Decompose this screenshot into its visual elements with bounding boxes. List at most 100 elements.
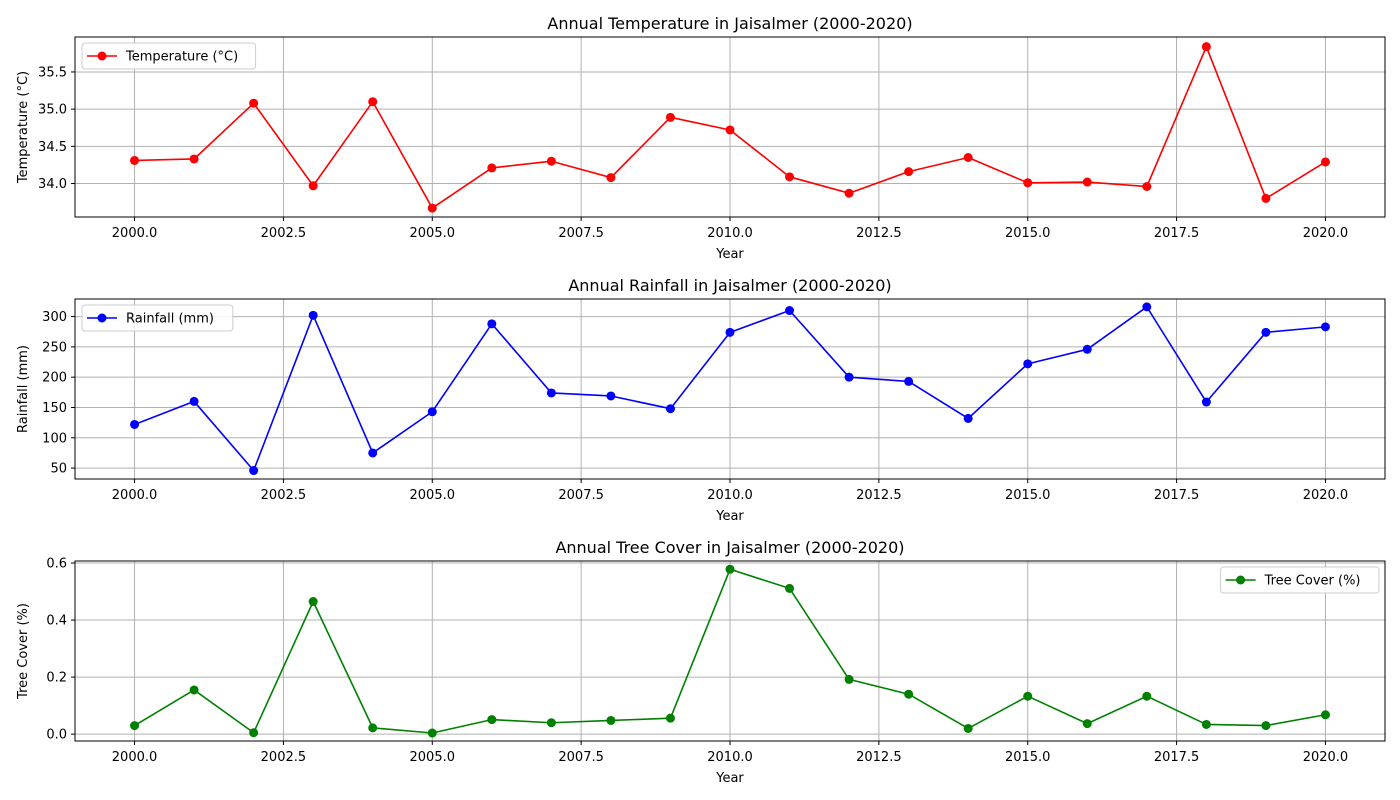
rainfall-legend-box <box>81 304 234 332</box>
rainfall-data-point <box>189 396 199 406</box>
rainfall-data-point <box>665 404 675 414</box>
rainfall-x-axis-label: Year <box>715 509 744 524</box>
tree-cover-x-tick-label: 2002.5 <box>261 750 307 765</box>
rainfall-y-tick-label: 100 <box>42 431 67 446</box>
temperature-data-point <box>725 125 735 135</box>
temperature-data-point <box>487 163 497 173</box>
temperature-data-point <box>1142 182 1152 192</box>
rainfall-ticks: 2000.0 2002.5 2005.0 2007.5 2010.0 2012.5 2015… <box>42 310 1348 503</box>
temperature-grid <box>75 37 1385 217</box>
temperature-x-tick-label: 2000.0 <box>112 226 158 241</box>
temperature-legend-box <box>81 42 257 70</box>
rainfall-data-point <box>606 391 616 401</box>
rainfall-y-tick-label: 50 <box>50 462 67 477</box>
temperature-x-tick-label: 2005.0 <box>410 226 456 241</box>
rainfall-legend-marker <box>97 313 107 323</box>
tree-cover-data-point <box>963 723 973 733</box>
rainfall-data-point <box>546 388 556 398</box>
temperature-legend: Temperature (°C) <box>81 42 257 70</box>
tree-cover-ticks: 2000.0 2002.5 2005.0 2007.5 2010.0 2012.5 2015… <box>46 556 1348 765</box>
rainfall-data <box>130 302 1330 476</box>
temperature-x-tick-label: 2015.0 <box>1005 226 1051 241</box>
tree-cover-x-tick-label: 2020.0 <box>1303 750 1349 765</box>
tree-cover-data-point <box>249 728 259 738</box>
tree-cover-data-point <box>606 715 616 725</box>
tree-cover-y-tick-label: 0.4 <box>46 614 67 629</box>
rainfall-x-tick-label: 2000.0 <box>112 488 158 503</box>
temperature-data-point <box>963 152 973 162</box>
tree-cover-data-point <box>725 564 735 574</box>
temperature-data-point <box>606 173 616 183</box>
temperature-y-tick-label: 35.0 <box>38 103 67 118</box>
temperature-data-point <box>1023 178 1033 188</box>
temperature-data-point <box>1261 193 1271 203</box>
temperature-data-point <box>189 154 199 164</box>
tree-cover-x-tick-label: 2005.0 <box>410 750 456 765</box>
temperature-data-point <box>308 181 318 191</box>
tree-cover-data-point <box>904 689 914 699</box>
rainfall-x-tick-label: 2020.0 <box>1303 488 1349 503</box>
rainfall-data-point <box>1201 397 1211 407</box>
tree-cover-y-tick-label: 0.2 <box>46 671 67 686</box>
tree-cover-data <box>130 564 1330 738</box>
rainfall-data-point <box>1261 327 1271 337</box>
tree-cover-legend-box <box>1220 566 1380 594</box>
tree-cover-data-point <box>1201 719 1211 729</box>
temperature-data-point <box>904 167 914 177</box>
tree-cover-data-point <box>130 721 140 731</box>
tree-cover-data-point <box>308 597 318 607</box>
rainfall-data-point <box>904 376 914 386</box>
rainfall-data-point <box>1320 322 1330 332</box>
temperature-y-tick-label: 35.5 <box>38 65 67 80</box>
tree-cover-y-tick-label: 0.6 <box>46 556 67 571</box>
tree-cover-y-tick-label: 0.0 <box>46 728 67 743</box>
rainfall-data-point <box>844 372 854 382</box>
tree-cover-legend: Tree Cover (%) <box>1220 566 1380 594</box>
tree-cover-x-tick-label: 2012.5 <box>856 750 902 765</box>
tree-cover-y-axis-label: Tree Cover (%) <box>16 603 31 700</box>
temperature-legend-label: Temperature (°C) <box>125 50 238 65</box>
temperature-x-tick-label: 2020.0 <box>1303 226 1349 241</box>
temperature-data-point <box>546 156 556 166</box>
rainfall-data-point <box>1023 359 1033 369</box>
tree-cover-data-point <box>487 715 497 725</box>
rainfall-y-tick-label: 250 <box>42 340 67 355</box>
rainfall-x-tick-label: 2002.5 <box>261 488 307 503</box>
tree-cover-grid <box>75 561 1385 741</box>
rainfall-data-point <box>130 419 140 429</box>
tree-cover-x-tick-label: 2017.5 <box>1154 750 1200 765</box>
tree-cover-data-point <box>844 674 854 684</box>
rainfall-data-point <box>487 319 497 329</box>
rainfall-data-point <box>1082 344 1092 354</box>
rainfall-data-point <box>308 310 318 320</box>
temperature-ticks: 2000.0 2002.5 2005.0 2007.5 2010.0 2012.5 2015… <box>38 65 1348 241</box>
rainfall-data-point <box>249 466 259 476</box>
rainfall-y-axis-label: Rainfall (mm) <box>16 345 31 433</box>
tree-cover-data-point <box>546 718 556 728</box>
tree-cover-x-tick-label: 2010.0 <box>707 750 753 765</box>
temperature-data <box>130 42 1330 213</box>
tree-cover-x-axis-label: Year <box>715 771 744 786</box>
temperature-y-tick-label: 34.0 <box>38 177 67 192</box>
temperature-data-point <box>427 203 437 213</box>
temperature-x-tick-label: 2012.5 <box>856 226 902 241</box>
temperature-legend-marker <box>97 51 107 61</box>
tree-cover-x-tick-label: 2000.0 <box>112 750 158 765</box>
temperature-data-point <box>249 98 259 108</box>
temperature-chart-panel: 2000.0 2002.5 2005.0 2007.5 2010.0 2012.5 2015… <box>16 14 1386 262</box>
tree-cover-data-point <box>1023 691 1033 701</box>
rainfall-x-tick-label: 2015.0 <box>1005 488 1051 503</box>
rainfall-x-tick-label: 2007.5 <box>558 488 604 503</box>
temperature-y-tick-label: 34.5 <box>38 140 67 155</box>
temperature-x-tick-label: 2010.0 <box>707 226 753 241</box>
rainfall-chart-panel: 2000.0 2002.5 2005.0 2007.5 2010.0 2012.5 2015… <box>16 276 1386 524</box>
rainfall-data-point <box>1142 302 1152 312</box>
tree-cover-data-point <box>785 583 795 593</box>
tree-cover-data-point <box>368 723 378 733</box>
rainfall-data-point <box>427 407 437 417</box>
temperature-x-axis-label: Year <box>715 247 744 262</box>
rainfall-x-tick-label: 2012.5 <box>856 488 902 503</box>
rainfall-legend: Rainfall (mm) <box>81 304 234 332</box>
tree-cover-data-point <box>427 728 437 738</box>
